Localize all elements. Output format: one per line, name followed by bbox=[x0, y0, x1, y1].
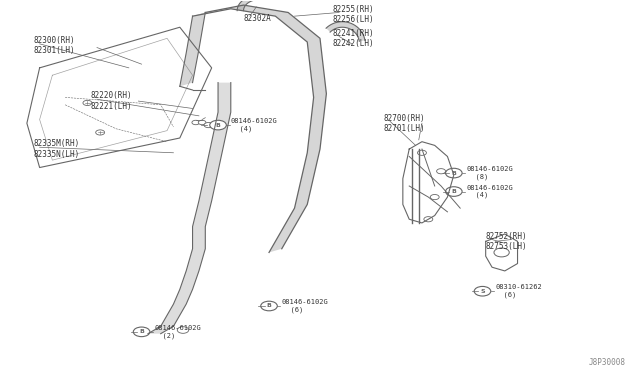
Text: B: B bbox=[216, 123, 221, 128]
Text: S: S bbox=[480, 289, 485, 294]
Circle shape bbox=[96, 130, 104, 135]
Text: 08310-61262
  (6): 08310-61262 (6) bbox=[495, 285, 542, 298]
Circle shape bbox=[210, 120, 227, 130]
Text: 08146-6102G
  (4): 08146-6102G (4) bbox=[467, 185, 513, 198]
Circle shape bbox=[475, 289, 484, 294]
Text: 82752(RH)
82753(LH): 82752(RH) 82753(LH) bbox=[486, 232, 527, 251]
Text: 08146-6102G
  (2): 08146-6102G (2) bbox=[154, 325, 201, 339]
Text: 08146-6102G
  (6): 08146-6102G (6) bbox=[282, 299, 328, 313]
Text: 08146-6102G
  (4): 08146-6102G (4) bbox=[231, 118, 278, 132]
Circle shape bbox=[198, 120, 206, 125]
Text: B: B bbox=[451, 171, 456, 176]
Circle shape bbox=[133, 327, 150, 337]
Text: 82700(RH)
82701(LH): 82700(RH) 82701(LH) bbox=[384, 113, 426, 133]
Circle shape bbox=[424, 217, 433, 222]
Circle shape bbox=[436, 169, 445, 174]
Circle shape bbox=[177, 327, 189, 333]
Circle shape bbox=[474, 286, 491, 296]
Circle shape bbox=[446, 189, 455, 194]
Text: B: B bbox=[451, 189, 456, 194]
Circle shape bbox=[494, 248, 509, 257]
Text: 82220(RH)
82221(LH): 82220(RH) 82221(LH) bbox=[91, 92, 132, 111]
Text: B: B bbox=[267, 304, 271, 308]
Text: B: B bbox=[139, 329, 144, 334]
Polygon shape bbox=[326, 22, 365, 41]
Polygon shape bbox=[148, 83, 231, 334]
Polygon shape bbox=[193, 5, 326, 253]
Polygon shape bbox=[237, 0, 257, 11]
Text: 82255(RH)
82256(LH): 82255(RH) 82256(LH) bbox=[333, 4, 374, 24]
Circle shape bbox=[83, 100, 92, 106]
Text: J8P30008: J8P30008 bbox=[589, 358, 626, 367]
Circle shape bbox=[192, 120, 200, 125]
Circle shape bbox=[445, 168, 462, 178]
Circle shape bbox=[204, 122, 213, 128]
Polygon shape bbox=[180, 13, 205, 86]
Circle shape bbox=[261, 304, 270, 309]
Circle shape bbox=[445, 187, 462, 196]
Text: 82300(RH)
82301(LH): 82300(RH) 82301(LH) bbox=[33, 36, 75, 55]
Text: 82241(RH)
82242(LH): 82241(RH) 82242(LH) bbox=[333, 29, 374, 48]
Circle shape bbox=[260, 301, 277, 311]
Text: 82302A: 82302A bbox=[244, 13, 271, 22]
Circle shape bbox=[417, 150, 426, 155]
Text: 08146-6102G
  (8): 08146-6102G (8) bbox=[467, 166, 513, 180]
Text: 82335M(RH)
82335N(LH): 82335M(RH) 82335N(LH) bbox=[33, 140, 79, 159]
Circle shape bbox=[446, 170, 455, 176]
Circle shape bbox=[430, 195, 439, 200]
Circle shape bbox=[134, 329, 143, 334]
